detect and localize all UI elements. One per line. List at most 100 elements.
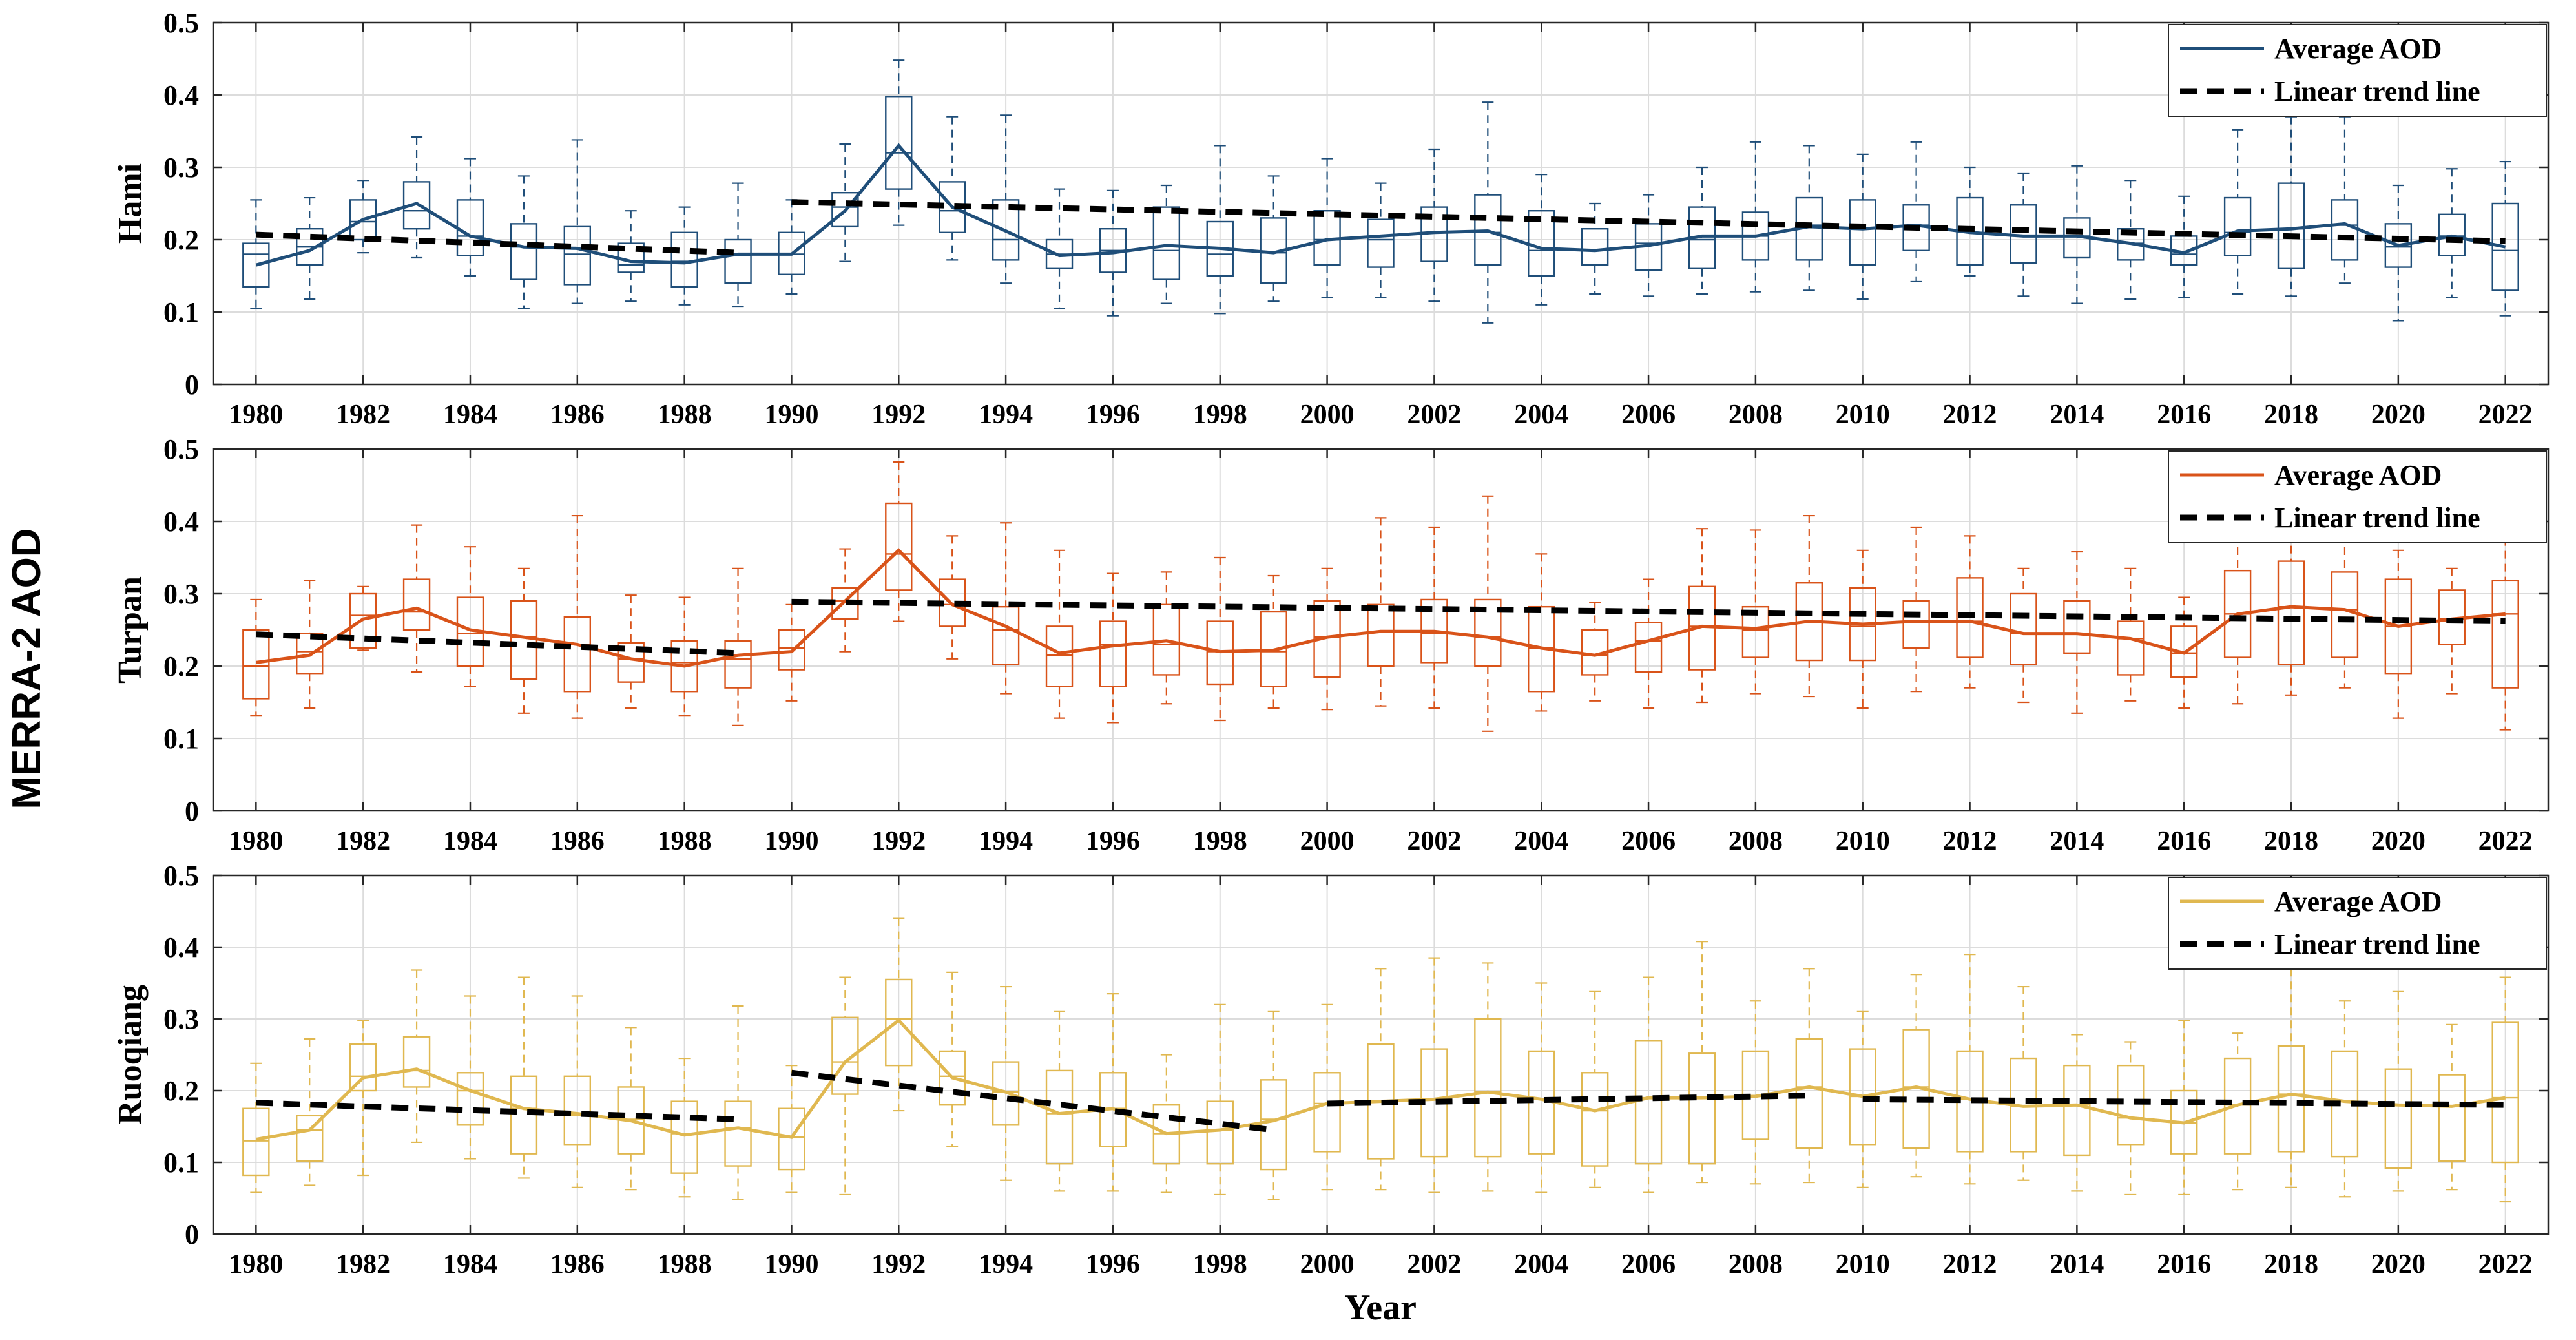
box-iqr xyxy=(1688,1052,1716,1165)
x-tick-label: 2020 xyxy=(2371,1250,2425,1279)
box-iqr xyxy=(2491,1021,2519,1164)
legend-label-trend: Linear trend line xyxy=(2274,502,2480,534)
box-1982 xyxy=(349,180,377,254)
box-1999 xyxy=(1260,574,1287,709)
box-1984 xyxy=(456,995,484,1160)
box-2011 xyxy=(1902,974,1930,1178)
box-iqr xyxy=(2438,213,2466,256)
x-tick-label: 2000 xyxy=(1300,400,1355,430)
box-2003 xyxy=(1474,495,1502,732)
x-tick-label: 1986 xyxy=(550,400,605,430)
legend-label-average: Average AOD xyxy=(2274,33,2442,65)
x-tick-label: 1994 xyxy=(979,826,1033,856)
x-tick-label: 1998 xyxy=(1193,1250,1247,1279)
box-iqr xyxy=(1956,577,1984,658)
box-iqr xyxy=(2331,571,2359,658)
box-iqr xyxy=(1741,605,1770,658)
x-tick-label: 2010 xyxy=(1836,1250,1890,1279)
legend: Average AOD Linear trend line xyxy=(2168,24,2547,117)
y-tick-label: 0 xyxy=(185,795,199,827)
x-tick-label: 2002 xyxy=(1407,1250,1461,1279)
box-1991 xyxy=(831,143,859,262)
x-tick-label: 2016 xyxy=(2157,400,2211,430)
y-tick-label: 0.3 xyxy=(163,578,199,610)
y-tick-label: 0.1 xyxy=(163,723,199,755)
box-1987 xyxy=(617,210,645,302)
x-tick-label: 1994 xyxy=(979,400,1033,430)
box-iqr xyxy=(242,242,270,288)
box-iqr xyxy=(2277,182,2305,270)
box-1992 xyxy=(885,59,913,226)
box-1998 xyxy=(1206,1003,1234,1196)
x-tick-label: 1980 xyxy=(229,400,283,430)
box-1988 xyxy=(670,596,698,717)
box-2011 xyxy=(1902,141,1930,283)
box-2001 xyxy=(1367,182,1395,298)
box-2008 xyxy=(1741,529,1770,695)
x-tick-label: 1992 xyxy=(871,826,926,856)
box-2003 xyxy=(1474,962,1502,1192)
box-2007 xyxy=(1688,941,1716,1184)
x-tick-label: 2014 xyxy=(2050,826,2104,856)
box-iqr xyxy=(1367,603,1395,667)
box-1980 xyxy=(242,1062,270,1193)
box-iqr xyxy=(402,181,431,230)
y-tick-label: 0 xyxy=(185,369,199,401)
x-tick-label: 2012 xyxy=(1943,400,1997,430)
x-tick-label: 1998 xyxy=(1193,400,1247,430)
box-2010 xyxy=(1849,153,1876,300)
box-2013 xyxy=(2010,985,2037,1181)
box-1997 xyxy=(1152,1054,1181,1193)
box-iqr xyxy=(2384,1068,2413,1169)
box-1983 xyxy=(402,969,431,1144)
box-2007 xyxy=(1688,528,1716,704)
box-iqr xyxy=(831,192,859,228)
box-iqr xyxy=(563,225,592,286)
box-iqr xyxy=(938,1050,966,1106)
legend-box xyxy=(2168,877,2547,970)
box-2021 xyxy=(2438,168,2466,298)
box-2019 xyxy=(2331,116,2359,284)
box-iqr xyxy=(1152,603,1181,676)
box-iqr xyxy=(831,1016,859,1095)
y-axis-label: Hami xyxy=(112,163,149,244)
axes-frame xyxy=(212,21,2550,386)
x-tick-label: 1984 xyxy=(443,826,497,856)
y-super-label: MERRA-2 AOD xyxy=(5,528,49,809)
box-iqr xyxy=(1206,1100,1234,1165)
box-iqr xyxy=(670,1100,698,1174)
box-iqr xyxy=(563,616,592,693)
box-iqr xyxy=(2491,202,2519,291)
box-iqr xyxy=(1849,199,1876,266)
panel-hami: 0 0.1 0.2 0.3 0.4 0.5 1980 1982 1984 1986 1988 1990… xyxy=(112,7,2550,430)
box-1999 xyxy=(1260,175,1287,302)
x-tick-label: 1990 xyxy=(764,1250,818,1279)
legend: Average AOD Linear trend line xyxy=(2168,450,2547,543)
box-iqr xyxy=(2331,199,2359,261)
x-tick-label: 1986 xyxy=(550,826,605,856)
legend-label-average: Average AOD xyxy=(2274,886,2442,917)
x-tick-label: 2022 xyxy=(2478,826,2533,856)
x-tick-label: 1996 xyxy=(1086,1250,1140,1279)
x-tick-label: 1980 xyxy=(229,826,283,856)
x-tick-label: 1988 xyxy=(658,400,712,430)
box-iqr xyxy=(992,199,1020,261)
box-2007 xyxy=(1688,166,1716,295)
box-iqr xyxy=(242,629,270,700)
x-tick-label: 1990 xyxy=(764,826,818,856)
box-iqr xyxy=(2438,1074,2466,1162)
box-iqr xyxy=(1099,620,1127,687)
x-tick-label: 2020 xyxy=(2371,400,2425,430)
y-tick-label: 0.4 xyxy=(163,79,199,111)
legend-label-trend: Linear trend line xyxy=(2274,928,2480,960)
box-iqr xyxy=(1260,1079,1287,1171)
x-tick-label: 2004 xyxy=(1514,400,1568,430)
box-1996 xyxy=(1099,572,1127,724)
box-1995 xyxy=(1045,549,1074,719)
box-1980 xyxy=(242,199,270,309)
box-iqr xyxy=(617,642,645,683)
box-iqr xyxy=(724,640,752,689)
box-iqr xyxy=(2277,1045,2305,1153)
x-tick-label: 1984 xyxy=(443,1250,497,1279)
